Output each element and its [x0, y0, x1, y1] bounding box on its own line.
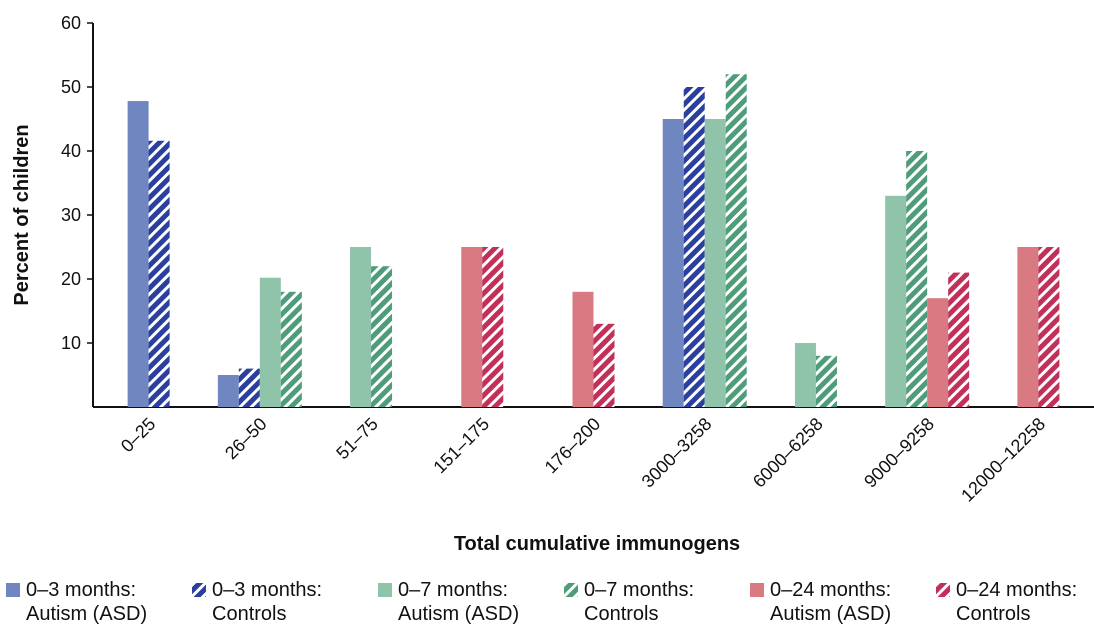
x-tick-label: 9000–9258 — [860, 414, 938, 492]
bar — [350, 247, 372, 407]
y-tick-label: 40 — [61, 141, 81, 161]
legend-item: 0–3 months: Controls — [192, 578, 347, 626]
bar — [593, 323, 615, 407]
legend-swatch — [564, 583, 578, 597]
legend-item: 0–24 months: Controls — [936, 578, 1091, 626]
legend-swatch — [378, 583, 392, 597]
legend-label: 0–24 months: Autism (ASD) — [770, 579, 892, 625]
bar — [794, 343, 816, 407]
x-tick-label: 176–200 — [541, 414, 605, 478]
bar — [1017, 247, 1039, 407]
bar — [148, 140, 170, 407]
bar — [461, 247, 483, 407]
legend-label: 0–24 months: Controls — [956, 579, 1078, 625]
bar — [725, 74, 747, 407]
bar — [948, 272, 970, 407]
legend-label: 0–7 months: Autism (ASD) — [398, 579, 520, 625]
bar — [482, 247, 504, 407]
bar — [127, 101, 149, 407]
bar — [280, 291, 302, 407]
y-tick-label: 10 — [61, 333, 81, 353]
bar — [238, 368, 260, 407]
bar — [704, 119, 726, 407]
legend-item: 0–24 months: Autism (ASD) — [750, 578, 905, 626]
bar — [572, 291, 594, 407]
bar — [1038, 247, 1060, 407]
legend-swatch — [192, 583, 206, 597]
y-axis-title: Percent of children — [11, 124, 33, 305]
y-tick-label: 30 — [61, 205, 81, 225]
legend-swatch — [936, 583, 950, 597]
bar — [906, 151, 928, 407]
x-tick-label: 151–175 — [429, 414, 493, 478]
x-tick-label: 51–75 — [332, 414, 382, 464]
y-tick-label: 60 — [61, 13, 81, 33]
bar — [815, 355, 837, 407]
legend-label: 0–3 months: Autism (ASD) — [26, 579, 148, 625]
bar — [885, 195, 907, 407]
bar — [371, 266, 393, 407]
legend-swatch — [750, 583, 764, 597]
plot: Total cumulative immunogens Percent of c… — [11, 13, 1094, 555]
x-tick-label: 6000–6258 — [749, 414, 827, 492]
bar — [662, 119, 684, 407]
bar — [927, 298, 949, 407]
x-tick-label: 12000–12258 — [957, 414, 1049, 506]
x-tick-label: 26–50 — [221, 414, 271, 464]
bar — [683, 87, 705, 407]
legend-item: 0–7 months: Autism (ASD) — [378, 578, 533, 626]
y-tick-label: 50 — [61, 77, 81, 97]
y-tick-label: 20 — [61, 269, 81, 289]
legend-item: 0–3 months: Autism (ASD) — [6, 578, 161, 626]
x-tick-label: 3000–3258 — [638, 414, 716, 492]
x-axis-title: Total cumulative immunogens — [454, 533, 740, 555]
bar — [217, 375, 239, 407]
legend-item: 0–7 months: Controls — [564, 578, 719, 626]
legend-label: 0–7 months: Controls — [584, 579, 695, 625]
legend-swatch — [6, 583, 20, 597]
x-tick-label: 0–25 — [117, 414, 159, 456]
bar — [259, 277, 281, 407]
legend-label: 0–3 months: Controls — [212, 579, 323, 625]
